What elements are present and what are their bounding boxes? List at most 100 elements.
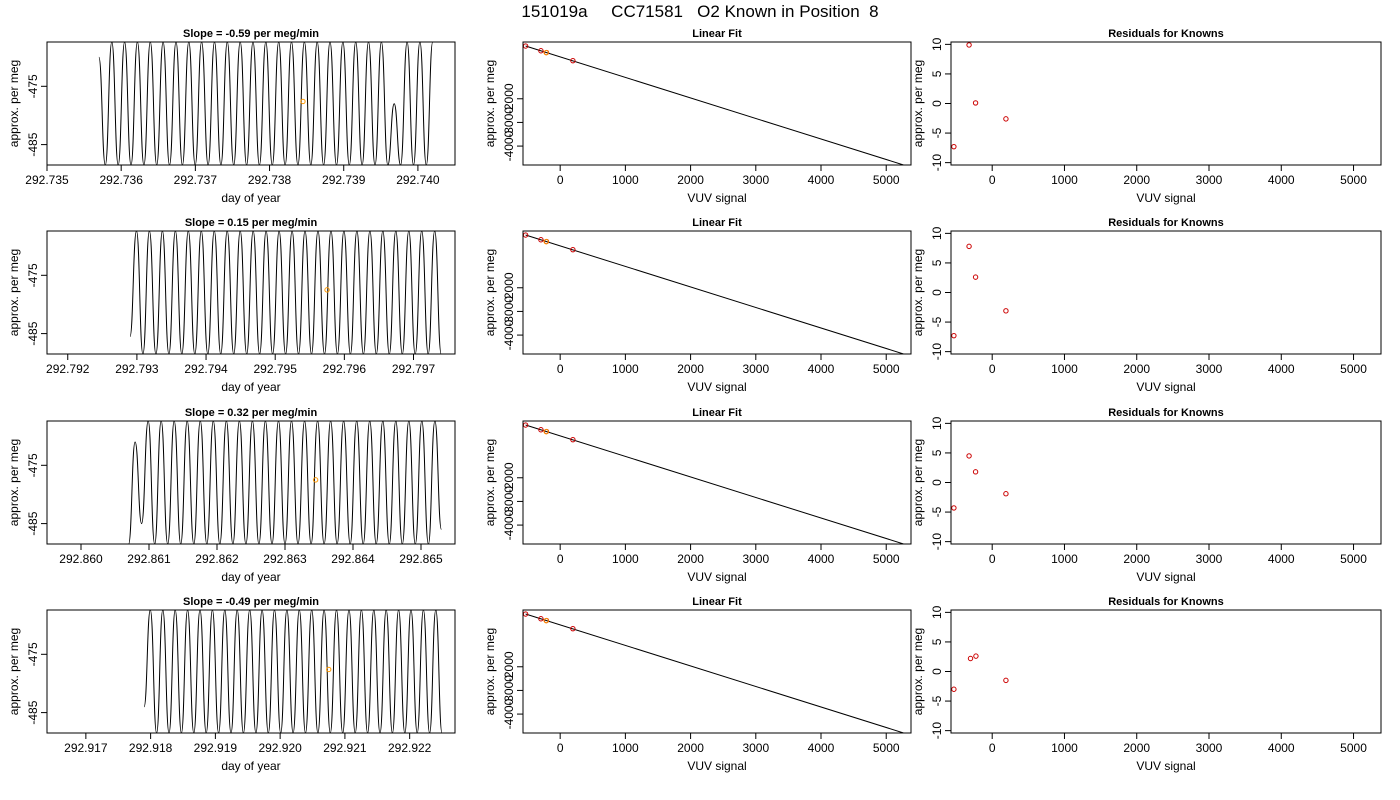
x-tick-label: 292.794: [184, 362, 228, 376]
y-tick-label: 5: [930, 449, 944, 456]
y-axis-label: approx. per meg: [911, 249, 925, 336]
page-title: 151019a CC71581 O2 Known in Position 8: [521, 2, 879, 21]
x-tick-label: 2000: [1123, 362, 1150, 376]
y-tick-label: -10: [930, 722, 944, 740]
data-point: [951, 686, 957, 692]
known-marker: [312, 477, 319, 483]
panel-residuals-row-3: Residuals for Knowns VUV signal approx. pe…: [911, 407, 1382, 584]
y-tick-label: -485: [26, 700, 40, 724]
plot-frame: [46, 41, 456, 166]
x-tick-label: 292.920: [258, 741, 302, 755]
plot-area: [951, 453, 1009, 511]
x-tick-label: 292.739: [322, 173, 366, 187]
x-tick-label: 5000: [873, 173, 900, 187]
x-tick-label: 4000: [1268, 173, 1295, 187]
panel-title: Slope = 0.15 per meg/min: [185, 217, 318, 229]
x-tick-label: 5000: [1340, 362, 1367, 376]
data-point: [951, 332, 957, 339]
x-axis-label: day of year: [221, 380, 280, 394]
x-tick-label: 4000: [1268, 552, 1295, 566]
x-tick-label: 5000: [873, 741, 900, 755]
x-axis-label: day of year: [221, 570, 280, 584]
data-point: [538, 616, 544, 622]
plot-frame: [950, 609, 1382, 734]
y-axis-label: approx. per meg: [911, 628, 925, 715]
y-axis-label: approx. per meg: [911, 60, 925, 147]
plot-area: [128, 421, 442, 544]
x-tick-label: 2000: [1123, 741, 1150, 755]
data-point: [538, 427, 544, 433]
data-point: [1003, 677, 1009, 684]
x-tick-label: 1000: [612, 173, 639, 187]
x-tick-label: 3000: [1196, 362, 1223, 376]
known-marker: [300, 98, 306, 105]
panel-title: Residuals for Knowns: [1108, 28, 1224, 40]
x-tick-label: 5000: [873, 362, 900, 376]
y-tick-label: -475: [26, 263, 40, 287]
y-axis-label: approx. per meg: [7, 439, 21, 526]
x-tick-label: 292.863: [263, 552, 307, 566]
panel-time_series-row-3: Slope = 0.32 per meg/min day of year appro…: [7, 407, 456, 584]
panel-time_series-row-2: Slope = 0.15 per meg/min day of year appro…: [7, 217, 456, 394]
x-tick-label: 0: [989, 552, 996, 566]
x-tick-label: 4000: [1268, 362, 1295, 376]
data-point: [966, 243, 972, 250]
plot-frame: [46, 230, 456, 355]
x-tick-label: 1000: [612, 741, 639, 755]
y-tick-label: -475: [26, 642, 40, 666]
plot-frame: [950, 230, 1382, 355]
x-tick-label: 292.735: [25, 173, 69, 187]
data-point: [951, 143, 957, 150]
x-tick-label: 4000: [808, 362, 835, 376]
x-tick-label: 292.737: [174, 173, 218, 187]
plot-frame: [46, 420, 456, 545]
y-tick-label: -4000: [502, 509, 516, 540]
x-tick-label: 0: [557, 741, 564, 755]
y-tick-label: -485: [26, 321, 40, 345]
series-line: [129, 231, 442, 354]
x-tick-label: 5000: [1340, 173, 1367, 187]
data-point: [966, 42, 972, 48]
plot-area: [129, 231, 442, 354]
y-axis-label: approx. per meg: [7, 628, 21, 715]
plot-area: [143, 610, 443, 733]
known-marker: [324, 287, 330, 293]
x-tick-label: 292.861: [127, 552, 171, 566]
y-axis-label: approx. per meg: [911, 439, 925, 526]
known-marker: [326, 666, 332, 673]
panel-title: Residuals for Knowns: [1108, 407, 1224, 419]
series-line: [98, 42, 434, 165]
panel-title: Linear Fit: [692, 217, 742, 229]
x-tick-label: 292.860: [59, 552, 103, 566]
plot-frame: [522, 41, 912, 166]
y-tick-label: -475: [26, 74, 40, 98]
y-tick-label: -5: [930, 127, 944, 138]
x-axis-label: VUV signal: [1136, 191, 1195, 205]
panel-time_series-row-1: Slope = -0.59 per meg/min day of year appr…: [7, 28, 456, 205]
x-tick-label: 2000: [677, 173, 704, 187]
x-axis-label: VUV signal: [687, 380, 746, 394]
x-tick-label: 292.740: [396, 173, 440, 187]
data-point: [972, 469, 979, 475]
x-tick-label: 4000: [808, 741, 835, 755]
plot-frame: [522, 609, 912, 734]
plot-frame: [950, 420, 1382, 545]
x-tick-label: 2000: [1123, 552, 1150, 566]
series-line: [143, 610, 443, 733]
x-tick-label: 1000: [612, 552, 639, 566]
y-tick-label: -3000: [502, 675, 516, 706]
x-axis-label: VUV signal: [687, 191, 746, 205]
panel-title: Residuals for Knowns: [1108, 217, 1224, 229]
data-point: [570, 436, 576, 443]
known-marker: [543, 238, 549, 245]
data-point: [972, 274, 979, 280]
x-tick-label: 0: [989, 741, 996, 755]
x-tick-label: 3000: [1196, 173, 1223, 187]
panel-residuals-row-2: Residuals for Knowns VUV signal approx. pe…: [911, 217, 1382, 394]
data-point: [1003, 308, 1009, 314]
x-tick-label: 2000: [677, 552, 704, 566]
x-tick-label: 3000: [742, 362, 769, 376]
y-axis-label: approx. per meg: [483, 439, 497, 526]
y-tick-label: 10: [930, 416, 944, 430]
x-tick-label: 292.797: [392, 362, 436, 376]
